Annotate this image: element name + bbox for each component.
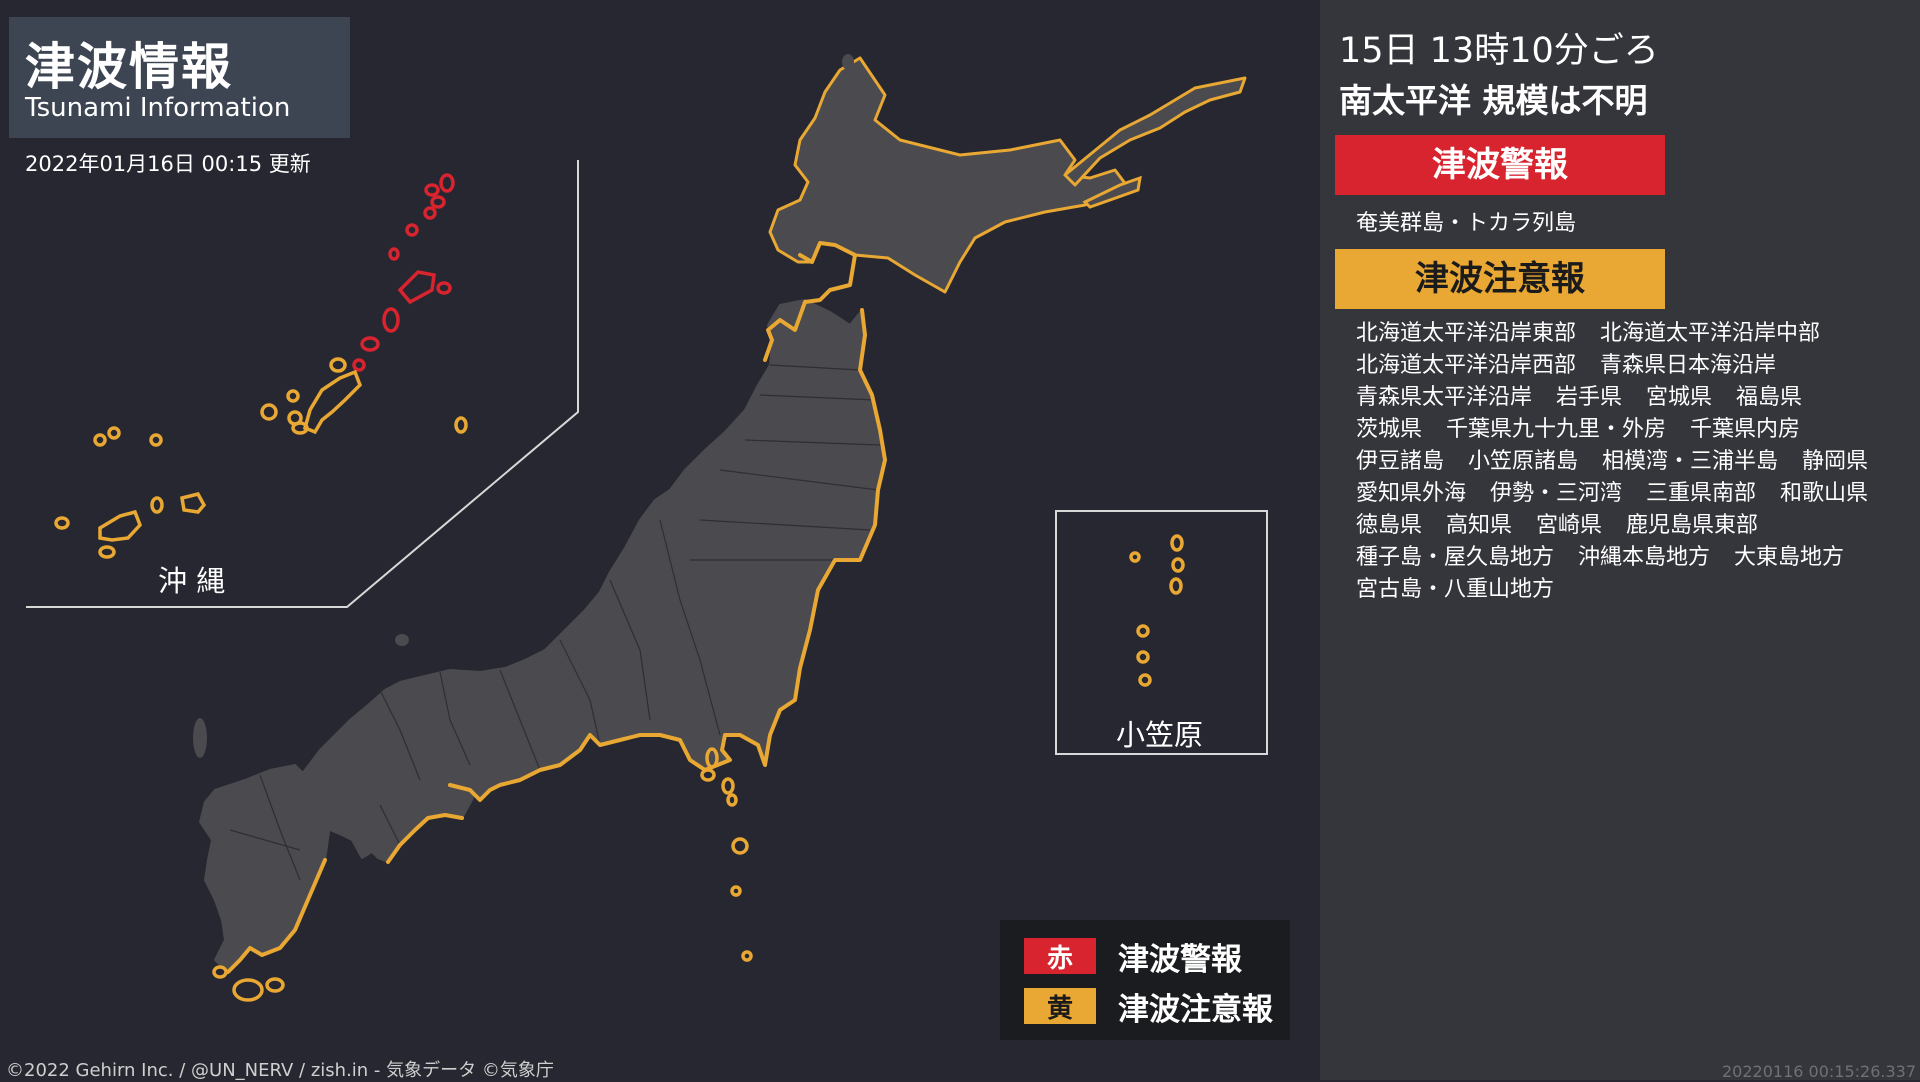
updated-timestamp: 2022年01月16日 00:15 更新 — [25, 152, 311, 176]
advisory-area-item: 和歌山県 — [1780, 481, 1869, 506]
advisory-header: 津波注意報 — [1335, 249, 1665, 309]
advisory-area-item: 宮古島・八重山地方 — [1356, 577, 1555, 602]
ogasawara-inset-islands — [1129, 534, 1185, 687]
legend-advisory-label: 津波注意報 — [1118, 991, 1273, 1028]
ogasawara-inset-label: 小笠原 — [1116, 718, 1204, 752]
advisory-coastlines — [226, 241, 887, 974]
prefecture-boundaries — [229, 364, 881, 881]
advisory-area-item: 宮崎県 — [1536, 513, 1603, 538]
page-title: 津波情報 — [25, 38, 233, 96]
warning-areas: 奄美群島・トカラ列島 — [1356, 211, 1577, 236]
advisory-area-item: 徳島県 — [1356, 513, 1423, 538]
kuril-islands-south — [1082, 175, 1142, 209]
advisory-area-item: 岩手県 — [1556, 385, 1623, 410]
legend-warning: 赤 津波警報 — [1024, 938, 1242, 978]
kyushu-land — [199, 764, 331, 973]
legend-advisory: 黄 津波注意報 — [1024, 988, 1273, 1028]
okinawa-inset-advisory-islands — [54, 357, 468, 559]
tsushima-island — [193, 718, 207, 758]
advisory-area-item: 小笠原諸島 — [1468, 449, 1579, 474]
ogasawara-inset-frame — [1055, 510, 1268, 755]
event-place: 南太平洋 規模は不明 — [1339, 81, 1648, 120]
advisory-area-item: 青森県日本海沿岸 — [1600, 353, 1777, 378]
render-timestamp: 20220116 00:15:26.337 — [1721, 1062, 1916, 1081]
advisory-area-item: 福島県 — [1736, 385, 1803, 410]
kuril-islands-advisory — [1063, 76, 1247, 187]
okinawa-inset-frame — [26, 160, 579, 608]
tsunami-map — [26, 54, 1268, 1002]
advisory-area-item: 青森県太平洋沿岸 — [1356, 385, 1533, 410]
advisory-area-item: 沖縄本島地方 — [1578, 545, 1711, 570]
okinawa-inset-label: 沖 縄 — [158, 564, 226, 598]
sado-island — [745, 479, 765, 511]
kyushu-southern-islands — [212, 965, 285, 1002]
legend-advisory-key: 黄 — [1024, 988, 1096, 1024]
advisory-area-item: 千葉県内房 — [1690, 417, 1801, 442]
advisory-area-item: 高知県 — [1446, 513, 1513, 538]
advisory-area-item: 千葉県九十九里・外房 — [1446, 417, 1667, 442]
legend-warning-key: 赤 — [1024, 938, 1096, 974]
advisory-area-item: 相模湾・三浦半島 — [1602, 449, 1779, 474]
rishiri-island — [842, 54, 854, 70]
oki-island — [395, 634, 409, 646]
advisory-area-item: 北海道太平洋沿岸中部 — [1600, 321, 1821, 346]
advisory-area-item: 静岡県 — [1802, 449, 1869, 474]
advisory-area-item: 鹿児島県東部 — [1626, 513, 1759, 538]
okinawa-inset-warning-islands — [352, 173, 455, 372]
legend-warning-label: 津波警報 — [1118, 941, 1242, 978]
advisory-area-item: 伊豆諸島 — [1356, 449, 1445, 474]
event-time: 15日 13時10分ごろ — [1339, 31, 1659, 71]
info-panel: 15日 13時10分ごろ 南太平洋 規模は不明 津波警報 奄美群島・トカラ列島 … — [1320, 0, 1920, 1081]
advisory-area-item: 伊勢・三河湾 — [1490, 481, 1623, 506]
advisory-area-item: 茨城県 — [1356, 417, 1423, 442]
advisory-area-list: 北海道太平洋沿岸東部 北海道太平洋沿岸中部北海道太平洋沿岸西部 青森県日本海沿岸青森… — [1356, 318, 1916, 606]
advisory-area-item: 北海道太平洋沿岸西部 — [1356, 353, 1577, 378]
advisory-area-item: 宮城県 — [1646, 385, 1713, 410]
page-subtitle: Tsunami Information — [25, 93, 291, 123]
advisory-area-item: 種子島・屋久島地方 — [1356, 545, 1555, 570]
advisory-area-item: 北海道太平洋沿岸東部 — [1356, 321, 1577, 346]
izu-islands — [700, 747, 753, 962]
title-box: 津波情報 Tsunami Information — [9, 17, 350, 138]
advisory-area-item: 三重県南部 — [1646, 481, 1757, 506]
advisory-area-item: 愛知県外海 — [1356, 481, 1467, 506]
warning-header: 津波警報 — [1335, 135, 1665, 195]
advisory-area-item: 大東島地方 — [1734, 545, 1845, 570]
credits: ©2022 Gehirn Inc. / @UN_NERV / zish.in -… — [6, 1060, 554, 1081]
map-legend: 赤 津波警報 黄 津波注意報 — [1000, 920, 1290, 1040]
hokkaido-land — [768, 56, 1132, 294]
